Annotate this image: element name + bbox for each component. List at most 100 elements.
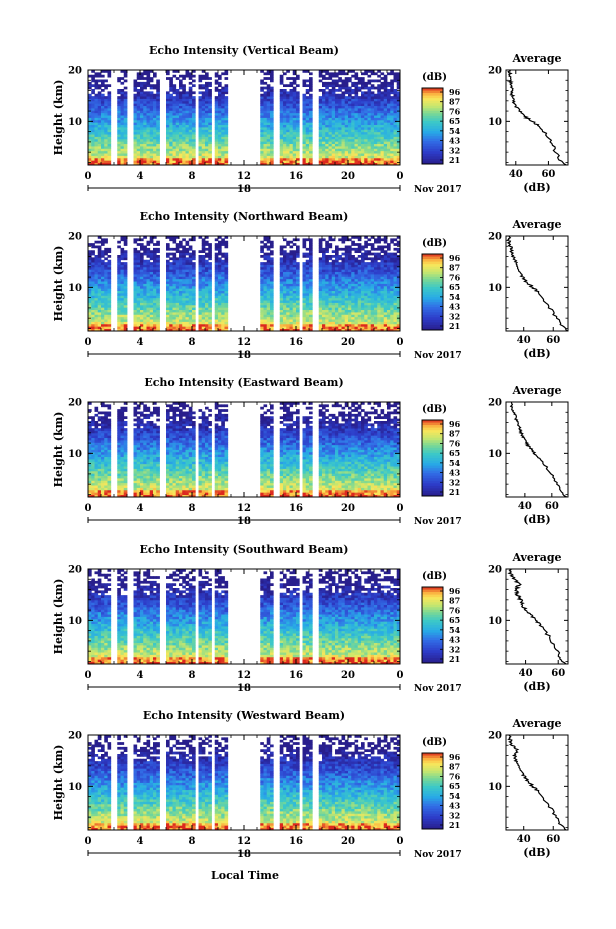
heatmap-cell [214, 266, 219, 270]
heatmap-cell [205, 81, 209, 85]
heatmap-cell [188, 105, 193, 109]
heatmap-cell [123, 108, 128, 111]
heatmap-cell [198, 319, 203, 322]
heatmap-cell [354, 103, 359, 107]
heatmap-cell [133, 281, 138, 284]
heatmap-cell [101, 276, 105, 280]
heatmap-cell [374, 98, 378, 102]
heatmap-cell [107, 115, 112, 118]
heatmap-cell [179, 79, 183, 83]
heatmap-cell [296, 266, 300, 270]
heatmap-cell [283, 98, 287, 102]
heatmap-cell [390, 98, 394, 102]
heatmap-cell [338, 319, 342, 322]
heatmap-cell [341, 309, 346, 313]
heatmap-cell [140, 148, 144, 152]
heatmap-cell [289, 264, 294, 268]
heatmap-cell [188, 124, 193, 128]
heatmap-cell [201, 124, 206, 128]
heatmap-cell [188, 93, 193, 97]
heatmap-cell [97, 312, 102, 315]
heatmap-cell [101, 122, 105, 126]
heatmap-cell [383, 127, 388, 130]
heatmap-cell [348, 271, 352, 275]
heatmap-cell [292, 274, 297, 277]
heatmap-cell [286, 155, 290, 159]
heatmap-cell [289, 293, 294, 296]
heatmap-cell [351, 124, 355, 128]
heatmap-cell [322, 264, 326, 268]
heatmap-cell [283, 276, 287, 280]
heatmap-cell [91, 157, 95, 161]
heatmap-cell [270, 122, 274, 126]
heatmap-cell [224, 124, 229, 128]
heatmap-cell [354, 108, 359, 111]
heatmap-cell [117, 274, 121, 277]
heatmap-cell [286, 103, 290, 107]
heatmap-cell [260, 89, 264, 92]
heatmap-cell [357, 153, 362, 156]
heatmap-cell [218, 143, 222, 147]
heatmap-cell [302, 81, 307, 85]
heatmap-cell [292, 276, 297, 280]
heatmap-cell [351, 112, 355, 116]
heatmap-cell [117, 240, 121, 244]
heatmap-cell [331, 285, 336, 289]
heatmap-cell [364, 124, 368, 128]
heatmap-cell [396, 86, 401, 90]
heatmap-cell [318, 119, 323, 123]
heatmap-cell [97, 112, 102, 116]
heatmap-cell [292, 153, 297, 156]
heatmap-cell [266, 262, 271, 265]
heatmap-cell [357, 86, 362, 90]
heatmap-cell [331, 134, 336, 137]
heatmap-cell [328, 288, 333, 292]
heatmap-cell [309, 304, 313, 308]
heatmap-cell [289, 304, 294, 308]
heatmap-cell [198, 288, 203, 292]
heatmap-cell [218, 124, 222, 128]
heatmap-cell [172, 89, 177, 92]
heatmap-cell [192, 124, 196, 128]
heatmap-cell [305, 79, 310, 83]
heatmap-cell [123, 290, 128, 294]
heatmap-cell [97, 250, 102, 254]
heatmap-cell [97, 143, 102, 147]
heatmap-cell [117, 77, 121, 80]
heatmap-cell [208, 77, 212, 80]
heatmap-cell [123, 136, 128, 140]
heatmap-cell [224, 134, 229, 137]
heatmap-cell [198, 77, 203, 80]
heatmap-cell [205, 134, 209, 137]
heatmap-cell [292, 138, 297, 142]
heatmap-cell [101, 252, 105, 256]
heatmap-cell [335, 264, 339, 268]
heatmap-cell [117, 276, 121, 280]
heatmap-cell [143, 146, 147, 149]
heatmap-cell [309, 122, 313, 126]
heatmap-cell [218, 162, 222, 166]
heatmap-cell [354, 293, 359, 296]
heatmap-cell [94, 309, 99, 313]
heatmap-cell [357, 124, 362, 128]
heatmap-cell [348, 312, 352, 315]
heatmap-cell [188, 266, 193, 270]
heatmap-cell [91, 162, 95, 166]
heatmap-cell [140, 162, 144, 166]
heatmap-cell [322, 252, 326, 256]
heatmap-cell [107, 288, 112, 292]
heatmap-cell [104, 155, 108, 159]
heatmap-cell [201, 117, 206, 121]
heatmap-cell [94, 131, 99, 135]
heatmap-cell [338, 148, 342, 152]
heatmap-cell [279, 271, 284, 275]
heatmap-cell [140, 328, 144, 332]
heatmap-cell [292, 160, 297, 164]
heatmap-cell [348, 141, 352, 145]
heatmap-cell [120, 247, 125, 251]
heatmap-cell [156, 103, 160, 107]
heatmap-cell [318, 304, 323, 308]
heatmap-cell [185, 314, 190, 318]
heatmap-cell [120, 108, 125, 111]
heatmap-cell [149, 124, 154, 128]
